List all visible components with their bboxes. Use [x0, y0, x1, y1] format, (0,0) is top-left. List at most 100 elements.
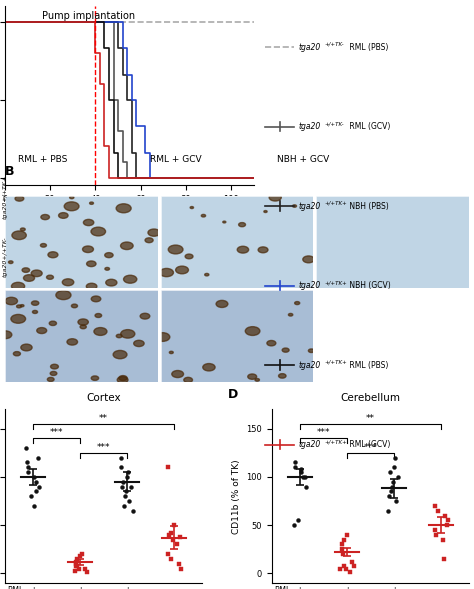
Y-axis label: CD11b (% of TK): CD11b (% of TK): [232, 459, 241, 534]
Circle shape: [119, 376, 127, 380]
Point: [130, 506, 137, 515]
Point: [123, 487, 130, 496]
Point: [27, 491, 35, 501]
Point: [387, 487, 395, 496]
Point: [168, 554, 175, 564]
Text: +/+TK+: +/+TK+: [325, 280, 347, 285]
Point: [442, 511, 449, 520]
Circle shape: [78, 319, 88, 325]
Text: ***: ***: [97, 443, 110, 452]
Circle shape: [15, 196, 24, 201]
Circle shape: [238, 223, 246, 227]
Point: [291, 458, 299, 467]
Point: [72, 559, 79, 568]
Circle shape: [120, 242, 133, 250]
Point: [444, 515, 451, 525]
Text: NBH + GCV: NBH + GCV: [277, 155, 329, 164]
Circle shape: [13, 352, 20, 356]
Circle shape: [117, 376, 128, 383]
Text: +/+TK+: +/+TK+: [325, 360, 347, 365]
Point: [22, 444, 30, 453]
Circle shape: [288, 313, 293, 316]
Text: +/+TK+: +/+TK+: [325, 439, 347, 444]
Point: [34, 453, 42, 462]
Circle shape: [223, 221, 226, 223]
Circle shape: [176, 266, 189, 274]
Circle shape: [11, 315, 26, 323]
Point: [125, 497, 132, 506]
Point: [170, 535, 177, 544]
Text: +/+TK+: +/+TK+: [325, 201, 347, 206]
Point: [392, 453, 399, 462]
Circle shape: [20, 228, 25, 231]
Text: tga20+/+TK+: tga20+/+TK+: [2, 175, 8, 220]
Text: RML (GCV): RML (GCV): [347, 440, 391, 449]
Circle shape: [295, 302, 300, 305]
Circle shape: [56, 290, 71, 300]
Circle shape: [31, 301, 39, 305]
Point: [394, 472, 402, 482]
Point: [31, 501, 38, 511]
Point: [24, 462, 32, 472]
Text: RML + GCV: RML + GCV: [150, 155, 201, 164]
Circle shape: [279, 373, 286, 378]
Point: [339, 550, 346, 559]
Text: +/+TK-: +/+TK-: [325, 42, 344, 47]
Circle shape: [70, 196, 74, 198]
Point: [290, 521, 297, 530]
Point: [431, 501, 439, 511]
Circle shape: [184, 378, 192, 383]
Point: [117, 462, 125, 472]
Circle shape: [21, 344, 32, 351]
Point: [78, 550, 85, 559]
Text: RML (PBS): RML (PBS): [347, 360, 389, 370]
Circle shape: [309, 349, 314, 353]
Circle shape: [32, 310, 37, 313]
Circle shape: [24, 274, 35, 282]
Point: [73, 561, 81, 570]
Circle shape: [47, 378, 54, 382]
Point: [297, 467, 305, 477]
Text: tga20: tga20: [299, 42, 321, 52]
Text: RML (PBS): RML (PBS): [347, 42, 389, 52]
Point: [388, 482, 396, 491]
Text: tga20: tga20: [299, 122, 321, 131]
Point: [117, 453, 125, 462]
Circle shape: [91, 296, 101, 302]
Circle shape: [83, 219, 94, 226]
Point: [23, 458, 30, 467]
Text: **: **: [99, 414, 108, 423]
Point: [298, 465, 305, 474]
Circle shape: [64, 202, 79, 211]
Point: [291, 462, 299, 472]
Text: ***: ***: [364, 443, 377, 452]
Circle shape: [292, 205, 297, 207]
Point: [170, 521, 178, 530]
Circle shape: [185, 254, 193, 259]
Text: RML: RML: [274, 586, 290, 589]
Point: [435, 506, 442, 515]
Point: [167, 528, 174, 538]
Circle shape: [106, 279, 117, 286]
Text: ***: ***: [50, 428, 63, 437]
Point: [440, 554, 447, 564]
Text: NBH (PBS): NBH (PBS): [347, 201, 389, 211]
Circle shape: [72, 304, 78, 308]
Circle shape: [303, 256, 314, 263]
Circle shape: [11, 282, 25, 290]
Point: [31, 472, 38, 482]
Point: [346, 567, 354, 576]
Point: [384, 506, 392, 515]
Circle shape: [124, 275, 137, 283]
Circle shape: [22, 268, 30, 272]
Text: tga20: tga20: [299, 360, 321, 370]
Point: [390, 477, 397, 487]
Circle shape: [80, 325, 86, 329]
Circle shape: [37, 327, 47, 333]
Circle shape: [82, 246, 93, 253]
Point: [350, 561, 357, 570]
Point: [164, 462, 172, 472]
Point: [124, 472, 131, 482]
Circle shape: [248, 374, 257, 379]
Point: [121, 491, 129, 501]
